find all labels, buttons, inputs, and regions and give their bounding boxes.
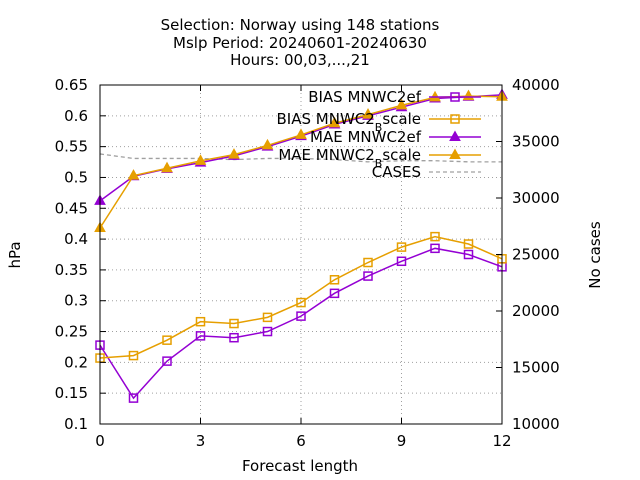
y2-tick-label: 30000 [512,189,560,207]
series-line [99,247,503,400]
y-tick-label: 0.5 [64,168,88,186]
title-line-2: Mslp Period: 20240601-20240630 [173,34,427,52]
y-tick-label: 0.45 [55,199,88,217]
y-tick-label: 0.65 [55,76,88,94]
data-point-triangle [328,116,341,128]
legend-entry: BIAS MNWC2Bscale [277,110,481,134]
data-point-square [329,275,340,285]
y-tick-label: 0.25 [55,323,88,341]
legend-entry: MAE MNWC2ef [310,128,481,146]
x-tick-label: 9 [397,432,407,450]
data-point-triangle [127,169,140,180]
data-point-triangle [462,89,475,101]
x-axis-label: Forecast length [242,457,358,475]
y-tick-label: 0.35 [55,261,88,279]
data-point-triangle [362,108,374,119]
axis-ticks: 0 3 6 9 12 0.1 0.15 0.2 0.25 0.3 0.35 0.4 0.45 0.5 0.5… [55,76,560,450]
legend-label: MAE MNWC2ef [310,128,422,146]
series-line [99,235,503,359]
data-point-triangle [261,138,274,150]
data-point-triangle [449,148,461,159]
x-tick-label: 0 [95,432,105,450]
data-point-square [329,288,340,299]
legend-label: BIAS MNWC2ef [308,88,422,106]
y2-tick-label: 20000 [512,302,560,320]
data-point-square [262,326,273,337]
series-layer [94,88,508,403]
series-bias-mnwc2-ef [95,243,507,403]
data-point-square [463,239,474,249]
data-point-triangle [449,130,461,141]
data-point-square [128,393,139,403]
grid [100,85,502,424]
data-point-square [363,271,373,281]
legend-entry: CASES [372,163,481,181]
data-point-square [195,331,206,341]
data-point-square [396,256,407,267]
y-tick-label: 0.1 [64,415,88,433]
y-tick-label: 0.55 [55,138,88,156]
y2-axis-label: No cases [586,221,604,289]
data-point-triangle [228,148,240,159]
legend-label: BIAS MNWC2Bscale [277,110,421,134]
legend-label: MAE MNWC2Bscale [278,146,421,170]
data-point-square [128,350,139,361]
y2-tick-label: 35000 [512,133,560,151]
data-point-square [229,332,239,343]
data-point-square [195,316,206,327]
data-point-square [363,257,373,268]
data-point-square [162,356,172,366]
y2-tick-label: 10000 [512,415,560,433]
legend-entry: BIAS MNWC2ef [308,88,481,106]
data-point-square [296,297,306,308]
y-tick-label: 0.6 [64,107,88,125]
y-tick-label: 0.15 [55,384,88,402]
data-point-square [430,231,440,242]
y-tick-label: 0.4 [64,230,88,248]
legend-label: CASES [372,163,421,181]
x-tick-label: 3 [196,432,206,450]
data-point-square [450,114,460,124]
data-point-square [450,92,460,102]
title-line-1: Selection: Norway using 148 stations [161,16,440,34]
data-point-triangle [295,128,307,139]
data-point-triangle [194,154,207,165]
data-point-square [463,249,474,260]
data-point-square [229,318,239,329]
title-line-3: Hours: 00,03,...,21 [230,51,370,69]
legend-entry: MAE MNWC2Bscale [278,146,481,170]
data-point-square [396,242,407,252]
data-point-square [430,243,440,254]
data-point-triangle [161,161,173,173]
y2-tick-label: 25000 [512,246,560,264]
y-tick-label: 0.3 [64,292,88,310]
y-tick-label: 0.2 [64,353,88,371]
data-point-square [162,335,172,345]
x-tick-label: 6 [296,432,306,450]
y2-tick-label: 15000 [512,359,560,377]
y-axis-label: hPa [6,241,24,268]
data-point-square [296,311,306,321]
chart-title: Selection: Norway using 148 stations Msl… [161,16,440,69]
x-tick-label: 12 [492,432,511,450]
data-point-square [262,312,273,323]
y2-tick-label: 40000 [512,76,560,94]
data-point-triangle [395,98,408,110]
